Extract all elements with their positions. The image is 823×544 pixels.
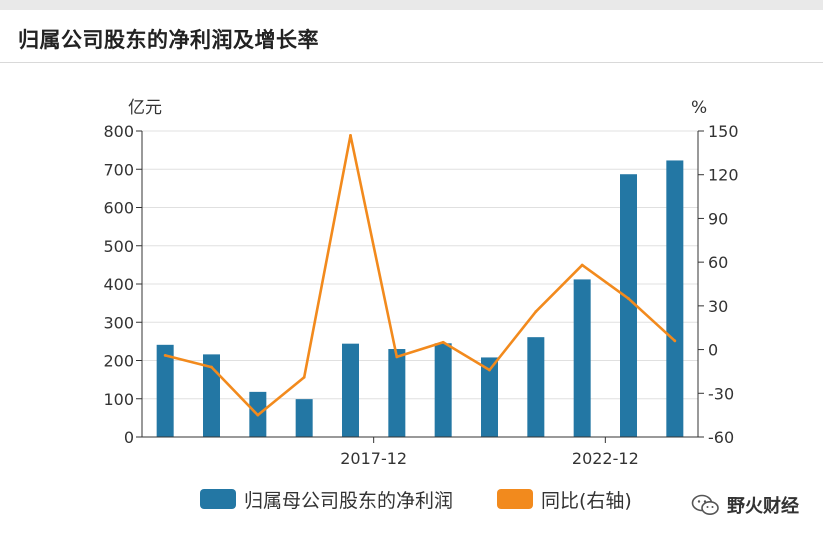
x-tick-label: 2022-12 [572, 449, 639, 468]
bar [620, 174, 637, 437]
right-tick-label: 150 [708, 122, 739, 141]
legend-swatch-profit [200, 489, 236, 509]
bar [342, 343, 359, 437]
right-tick-label: 30 [708, 297, 728, 316]
left-tick-label: 600 [103, 199, 134, 218]
yoy-point [395, 355, 399, 359]
bar [527, 337, 545, 437]
right-tick-label: 90 [708, 209, 728, 228]
yoy-point [210, 365, 213, 369]
right-tick-label: -60 [708, 428, 734, 447]
top-strip [0, 0, 823, 10]
left-tick-label: 200 [103, 352, 134, 371]
bar [388, 349, 406, 437]
right-tick-label: 0 [708, 341, 718, 360]
yoy-point [302, 375, 306, 379]
grid-layer [142, 130, 698, 400]
legend-item-profit[interactable]: 归属母公司股东的净利润 [200, 484, 453, 514]
x-tick-label: 2017-12 [340, 449, 407, 468]
watermark-text: 野火财经 [727, 496, 799, 517]
left-tick-label: 400 [103, 275, 134, 294]
yoy-point [534, 310, 538, 314]
yoy-point [673, 339, 677, 343]
right-axis-unit: % [691, 98, 707, 118]
left-tick-label: 700 [103, 160, 134, 179]
legend-swatch-yoy [497, 489, 533, 509]
yoy-point [349, 133, 352, 137]
yoy-point [163, 354, 167, 357]
bar [156, 344, 174, 437]
yoy-point [441, 340, 445, 344]
chart-area: 0 100 200 300 400 500 600 700 800 -60 -30 0 30 60 90 12… [103, 98, 738, 468]
bar [573, 279, 591, 437]
axis-layer: 0 100 200 300 400 500 600 700 800 -60 -30 0 30 60 90 12… [103, 122, 738, 468]
right-tick-label: -30 [708, 384, 734, 403]
bar [434, 343, 452, 437]
yoy-point [488, 368, 491, 372]
left-tick-label: 0 [124, 428, 134, 447]
left-tick-label: 300 [103, 313, 134, 332]
right-tick-label: 60 [708, 253, 728, 272]
yoy-point [580, 263, 584, 267]
line-layer [163, 133, 677, 417]
yoy-point [256, 413, 260, 417]
bar [666, 160, 684, 437]
legend: 归属母公司股东的净利润 同比(右轴) [0, 484, 823, 518]
bar-layer [156, 160, 684, 437]
bar [481, 357, 498, 437]
bar [295, 399, 313, 437]
legend-label-profit: 归属母公司股东的净利润 [244, 489, 454, 512]
legend-label-yoy: 同比(右轴) [541, 489, 632, 512]
yoy-line [164, 134, 676, 417]
right-tick-label: 120 [708, 166, 739, 185]
legend-item-yoy[interactable]: 同比(右轴) [497, 484, 632, 514]
title-bar: 归属公司股东的净利润及增长率 [0, 10, 823, 63]
left-tick-label: 500 [103, 237, 134, 256]
left-tick-label: 800 [103, 122, 134, 141]
bar [203, 354, 220, 437]
wechat-icon [691, 494, 719, 515]
left-axis-unit: 亿元 [128, 98, 162, 118]
watermark: 野火财经 [691, 492, 799, 518]
yoy-point [627, 297, 630, 300]
left-tick-label: 100 [103, 390, 134, 409]
chart-title: 归属公司股东的净利润及增长率 [18, 28, 319, 52]
